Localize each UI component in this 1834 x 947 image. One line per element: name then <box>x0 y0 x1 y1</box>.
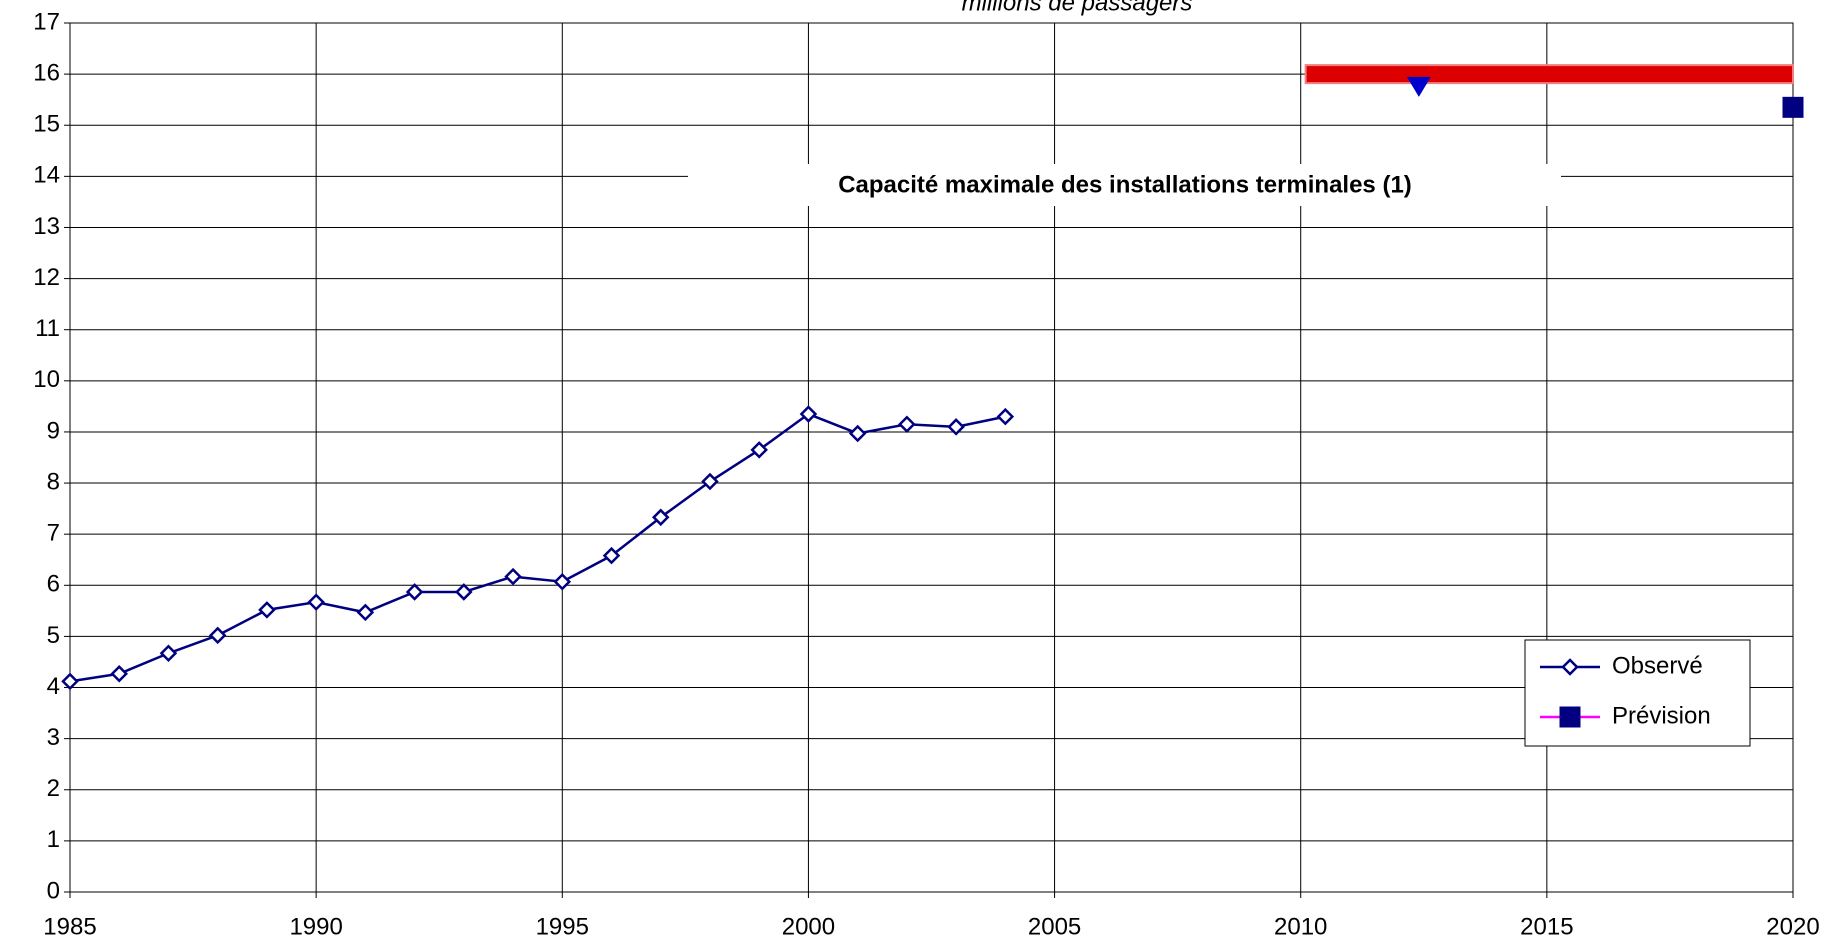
data-point <box>947 418 965 436</box>
y-tick-label: 0 <box>47 877 60 904</box>
data-point <box>553 572 572 591</box>
y-tick-label: 7 <box>47 520 60 547</box>
data-point <box>110 664 128 683</box>
data-point <box>356 603 375 622</box>
y-tick-label: 15 <box>33 111 60 138</box>
x-tick-label: 1990 <box>289 913 342 940</box>
legend-label: Prévision <box>1612 702 1711 729</box>
data-point <box>405 583 424 601</box>
x-tick-label: 2010 <box>1274 913 1327 940</box>
data-point <box>1782 96 1804 118</box>
y-tick-label: 2 <box>47 775 60 802</box>
data-point <box>61 672 79 691</box>
legend-marker <box>1559 706 1581 728</box>
y-tick-label: 16 <box>33 59 60 86</box>
y-tick-label: 11 <box>35 315 60 342</box>
x-tick-label: 2020 <box>1766 913 1819 940</box>
legend <box>1524 639 1751 747</box>
data-point <box>651 508 670 527</box>
data-point <box>848 424 867 443</box>
legend-marker <box>1561 658 1579 676</box>
y-tick-label: 1 <box>47 826 60 853</box>
data-point <box>799 405 818 423</box>
data-point <box>1406 76 1431 97</box>
y-tick-label: 14 <box>33 162 60 189</box>
series-line <box>69 412 1006 683</box>
y-tick-label: 12 <box>33 264 60 291</box>
x-tick-label: 1985 <box>43 913 96 940</box>
data-point <box>455 583 473 601</box>
x-tick-label: 1995 <box>536 913 589 940</box>
data-point <box>898 415 916 434</box>
y-tick-label: 3 <box>47 724 60 751</box>
annotation: Capacité maximale des installations term… <box>838 171 1412 198</box>
x-tick-label: 2005 <box>1028 913 1081 940</box>
x-tick-label: 2000 <box>782 913 835 940</box>
y-tick-label: 5 <box>47 622 60 649</box>
data-point <box>159 644 178 663</box>
y-tick-label: 9 <box>47 417 60 444</box>
y-tick-label: 4 <box>47 673 60 700</box>
data-point <box>258 601 276 619</box>
data-point <box>307 593 325 611</box>
y-tick-label: 10 <box>33 366 60 393</box>
y-tick-label: 6 <box>47 571 60 598</box>
y-tick-label: 17 <box>33 8 60 35</box>
data-point <box>602 546 621 565</box>
annotation-bg <box>688 164 1561 206</box>
capacity-band <box>1304 64 1794 85</box>
legend-label: Observé <box>1612 652 1703 679</box>
y-tick-label: 13 <box>33 213 60 240</box>
plot-area <box>69 22 1794 893</box>
data-point <box>996 407 1015 426</box>
chart-title: millions de passagers <box>962 0 1193 16</box>
y-tick-label: 8 <box>47 468 60 495</box>
x-tick-label: 2015 <box>1520 913 1573 940</box>
data-point <box>701 472 719 491</box>
data-point <box>750 441 768 459</box>
data-point <box>208 626 227 645</box>
data-point <box>504 567 522 586</box>
